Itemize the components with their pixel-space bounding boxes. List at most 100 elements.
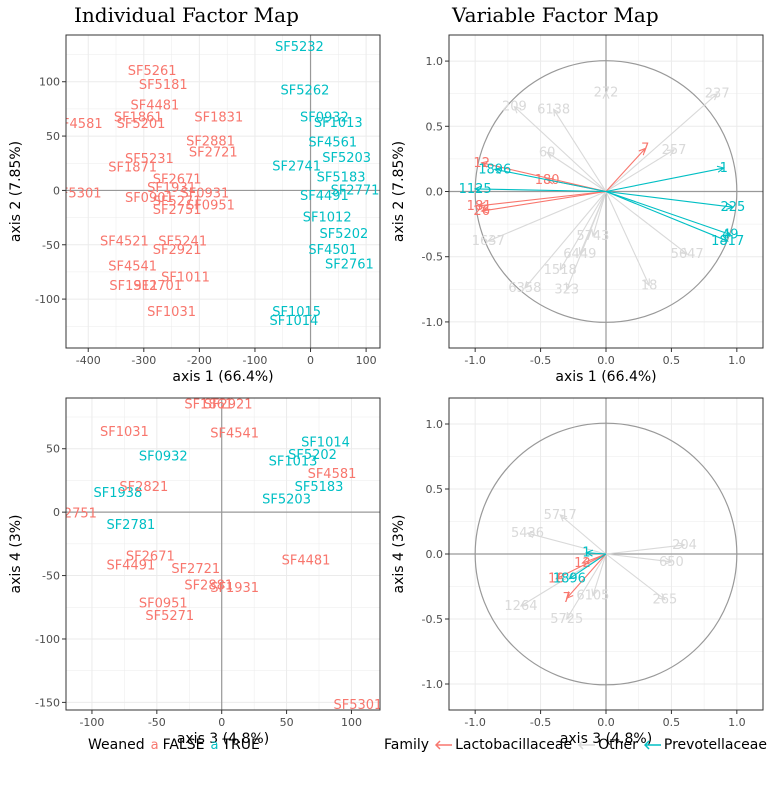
variable-arrowhead — [565, 282, 573, 291]
sample-label: SF1871 — [108, 161, 157, 176]
variable-label: 6449 — [563, 247, 596, 262]
x-tick-label: -100 — [242, 354, 267, 367]
sample-label: SF2821 — [111, 346, 160, 361]
variable-arrow — [605, 553, 666, 600]
variable-arrow — [524, 191, 607, 289]
x-tick-label: -0.5 — [530, 354, 551, 367]
sample-label: SF4501 — [308, 243, 357, 258]
y-axis-title: axis 2 (7.85%) — [8, 141, 24, 242]
x-tick-label: 0.0 — [597, 716, 615, 729]
x-axis-title: axis 3 (4.8%) — [177, 731, 269, 747]
sample-label: SF2701 — [133, 279, 182, 294]
variable-arrowhead — [493, 167, 502, 174]
sample-label: SF2671 — [153, 173, 202, 188]
variable-arrow — [566, 553, 607, 620]
sample-label: SF1931 — [210, 581, 259, 596]
panel-var34: 571754366502042651264572561057181218961-… — [391, 397, 764, 747]
sample-label: SF2751 — [153, 203, 202, 218]
legend-lacto-arrow-icon — [435, 740, 453, 750]
variable-arrow — [514, 106, 607, 192]
y-tick-label: 0.5 — [426, 120, 444, 133]
variable-arrow — [605, 148, 646, 192]
variable-arrowhead — [591, 588, 599, 597]
variable-arrowhead — [657, 592, 666, 601]
sample-label: SF4541 — [108, 259, 157, 274]
x-tick-label: 1.0 — [728, 354, 746, 367]
variable-arrowhead — [602, 91, 610, 99]
sample-label: SF4521 — [100, 234, 149, 249]
variable-arrowhead — [513, 105, 522, 114]
sample-label: SF4491 — [300, 189, 349, 204]
variable-label: 1 — [720, 161, 728, 176]
sample-label: SF0951 — [139, 596, 188, 611]
sample-label: SF1014 — [301, 435, 350, 450]
y-tick-label: 0 — [53, 184, 60, 197]
sample-label: SF4481 — [282, 553, 331, 568]
y-axis-title: axis 4 (3%) — [8, 515, 24, 594]
variable-arrowhead — [716, 165, 725, 173]
y-tick-label: 0.5 — [426, 483, 444, 496]
variable-arrow — [520, 553, 607, 607]
y-tick-label: 1.0 — [426, 418, 444, 431]
legend-true-label: TRUE — [222, 737, 260, 753]
x-tick-label: 0.0 — [597, 354, 615, 367]
variable-label: 5743 — [576, 229, 609, 244]
variable-arrowhead — [559, 262, 567, 271]
variable-arrow — [605, 190, 728, 242]
variable-arrowhead — [667, 149, 676, 156]
sample-label: SF0931 — [181, 187, 230, 202]
variable-label: 6138 — [537, 102, 570, 117]
variable-label: 650 — [659, 555, 684, 570]
variable-label: 1518 — [544, 263, 577, 278]
legend-other-label: Other — [598, 737, 638, 753]
y-tick-label: 50 — [46, 130, 60, 143]
variable-arrow — [605, 190, 731, 236]
x-tick-label: -400 — [76, 354, 101, 367]
legend-prevo-label: Prevotellaceae — [663, 737, 767, 753]
sample-label: SF0951 — [186, 199, 235, 214]
variable-arrow — [479, 190, 607, 207]
sample-label: SF1012 — [303, 211, 352, 226]
panel-background — [66, 398, 380, 710]
x-tick-label: 50 — [280, 716, 294, 729]
correlation-circle — [474, 60, 738, 323]
variable-label: 6358 — [508, 281, 541, 296]
x-tick-label: -200 — [187, 354, 212, 367]
variable-arrow — [586, 552, 607, 555]
sample-label: SF5203 — [262, 492, 311, 507]
x-tick-label: -1.0 — [464, 354, 485, 367]
variable-label: 7 — [641, 141, 649, 156]
variable-arrow — [582, 553, 607, 564]
variable-arrowhead — [591, 228, 599, 238]
x-tick-label: -1.0 — [464, 716, 485, 729]
variable-arrow — [475, 188, 607, 193]
y-tick-label: -0.5 — [422, 613, 443, 626]
sample-label: SF5231 — [125, 152, 174, 167]
weaned-legend-title: Weaned — [88, 737, 145, 753]
variable-label: 6105 — [576, 589, 609, 604]
legend-true-glyph: a — [210, 737, 219, 753]
sample-label: SF2761 — [325, 257, 374, 272]
sample-label: SF1013 — [314, 116, 363, 131]
x-tick-label: 0.5 — [663, 354, 681, 367]
legend-prevo-arrow-icon — [643, 740, 661, 750]
variable-label: 26 — [473, 204, 490, 219]
variable-arrow — [605, 190, 733, 208]
variable-arrow — [566, 191, 607, 290]
y-axis-title: axis 2 (7.85%) — [391, 141, 407, 242]
sample-label: SF1014 — [269, 314, 318, 329]
sample-label: SF5201 — [117, 117, 166, 132]
variable-arrowhead — [710, 92, 719, 101]
sample-label: SF4581 — [54, 117, 103, 132]
variable-arrow — [592, 553, 607, 596]
variable-arrow — [605, 191, 688, 255]
sample-label: SF1938 — [93, 486, 142, 501]
sample-label: SF5271 — [153, 194, 202, 209]
variable-label: 204 — [672, 538, 697, 553]
sample-label: SF0901 — [125, 191, 174, 206]
